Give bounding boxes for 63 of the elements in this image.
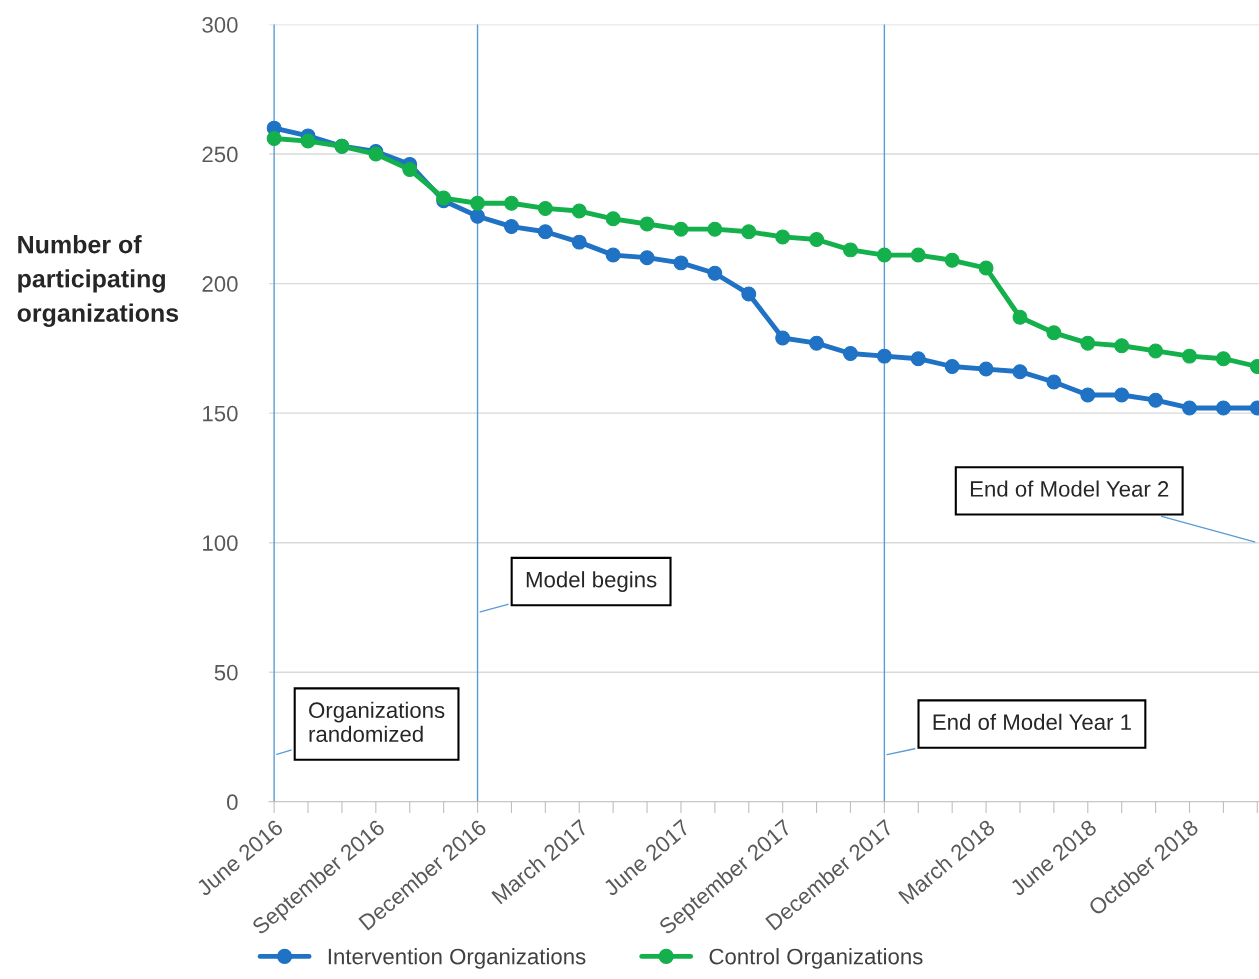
point xyxy=(1215,400,1231,416)
y-tick-label: 150 xyxy=(203,405,238,422)
point xyxy=(1148,343,1164,359)
y-tick-label: 250 xyxy=(202,146,238,163)
point xyxy=(707,265,723,281)
point xyxy=(503,219,519,235)
point xyxy=(809,335,825,351)
point xyxy=(266,131,282,146)
point xyxy=(639,250,655,266)
y-tick-label: 300 xyxy=(202,17,238,33)
point xyxy=(300,133,316,149)
point xyxy=(707,221,723,237)
point xyxy=(843,346,858,362)
point xyxy=(741,286,757,302)
y-tick-label: 0 xyxy=(227,794,238,811)
point xyxy=(605,247,621,263)
point xyxy=(843,242,858,258)
point xyxy=(1080,335,1096,351)
point xyxy=(1046,325,1062,341)
point xyxy=(910,247,926,263)
point xyxy=(978,260,994,276)
point xyxy=(876,348,892,364)
legend-label: Intervention Organizations xyxy=(328,948,586,969)
point xyxy=(775,330,791,346)
point xyxy=(470,195,486,211)
point xyxy=(1215,351,1231,367)
point xyxy=(673,221,689,237)
point xyxy=(1148,392,1164,408)
point xyxy=(978,361,994,377)
point xyxy=(537,200,553,216)
point xyxy=(1182,348,1197,364)
point xyxy=(1114,387,1130,403)
point xyxy=(1046,374,1062,390)
ref-line-label: Model begins xyxy=(526,571,657,592)
point xyxy=(1182,400,1197,416)
point xyxy=(1012,364,1028,380)
point xyxy=(876,247,892,263)
ref-line-label: Organizations randomized xyxy=(309,701,445,742)
point xyxy=(910,351,926,367)
point xyxy=(571,234,587,250)
point xyxy=(1080,387,1096,403)
y-axis-title: Number of participating organizations xyxy=(17,235,179,327)
point xyxy=(537,224,553,240)
point xyxy=(944,252,960,268)
point xyxy=(402,162,418,178)
point xyxy=(639,216,655,232)
point xyxy=(944,359,960,374)
y-tick-label: 200 xyxy=(202,276,238,292)
point xyxy=(775,229,791,245)
point xyxy=(470,208,486,224)
point xyxy=(571,203,587,219)
point xyxy=(741,224,757,240)
y-tick-label: 50 xyxy=(214,664,238,681)
annotation: End of Model Year 2 xyxy=(970,480,1169,497)
point xyxy=(503,195,519,211)
point xyxy=(809,232,825,247)
point xyxy=(1012,309,1028,325)
point xyxy=(673,255,689,271)
point xyxy=(605,211,621,227)
ref-line-label: End of Model Year 1 xyxy=(933,713,1131,731)
point xyxy=(1114,338,1130,354)
y-tick-label: 100 xyxy=(203,535,238,551)
legend-label: Control Organizations xyxy=(709,948,923,969)
